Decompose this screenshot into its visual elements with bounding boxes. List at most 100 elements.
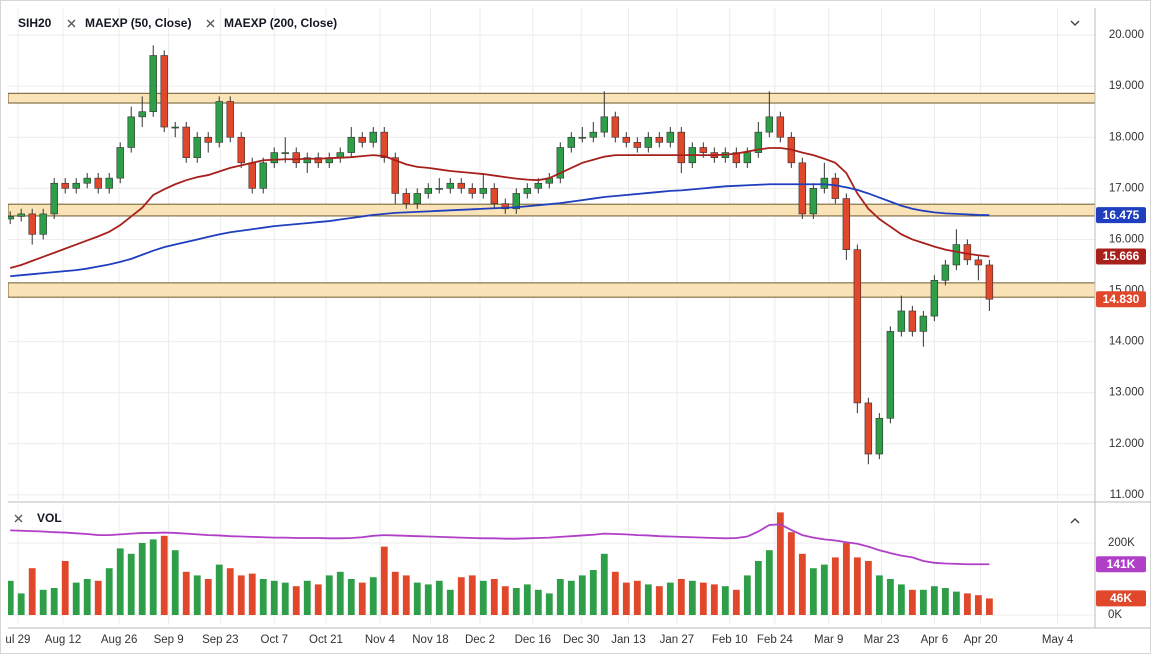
volume-bar bbox=[864, 561, 872, 615]
volume-bar bbox=[787, 532, 795, 615]
candle-body bbox=[699, 147, 708, 153]
candle-body bbox=[193, 136, 201, 158]
expand-button[interactable] bbox=[1070, 518, 1080, 524]
candle-body bbox=[666, 131, 675, 143]
volume-bar bbox=[699, 582, 707, 615]
volume-bar bbox=[556, 579, 564, 615]
candle-body bbox=[292, 152, 300, 164]
candle-body bbox=[589, 131, 598, 138]
volume-bar bbox=[237, 575, 245, 615]
volume-bar bbox=[798, 553, 806, 615]
volume-bar bbox=[754, 561, 762, 615]
candle-body bbox=[28, 213, 36, 235]
volume-bar bbox=[710, 584, 718, 615]
y-tick-label: 16.000 bbox=[1109, 233, 1144, 245]
candle-body bbox=[798, 162, 807, 215]
candle-body bbox=[523, 188, 532, 194]
volume-bar bbox=[457, 577, 465, 615]
volume-bar bbox=[820, 564, 828, 615]
volume-ma-line bbox=[10, 523, 990, 566]
remove-icon[interactable] bbox=[14, 514, 23, 523]
volume-bar bbox=[105, 568, 113, 615]
support-zone bbox=[8, 203, 1095, 217]
y-tick-label: 19.000 bbox=[1109, 80, 1144, 92]
volume-bar bbox=[171, 550, 179, 615]
volume-bar bbox=[193, 575, 201, 615]
candle-body bbox=[369, 131, 377, 143]
candle-body bbox=[875, 417, 884, 455]
support-zone bbox=[8, 282, 1095, 298]
x-tick-label: Mar 23 bbox=[864, 634, 900, 646]
candle-body bbox=[413, 193, 421, 204]
candle-body bbox=[171, 126, 179, 129]
candle-body bbox=[138, 111, 146, 118]
last-close: 14.830 bbox=[1103, 292, 1140, 306]
candle-body bbox=[578, 136, 587, 139]
volume-bar bbox=[479, 580, 487, 615]
candle-body bbox=[347, 136, 355, 153]
candle-body bbox=[974, 259, 983, 266]
volume-bar bbox=[380, 546, 388, 615]
volume-bar bbox=[50, 587, 58, 615]
candle-body bbox=[600, 116, 609, 133]
x-tick-label: Sep 9 bbox=[154, 634, 184, 646]
collapse-button[interactable] bbox=[1070, 20, 1080, 26]
candle-body bbox=[985, 264, 994, 300]
volume-bar bbox=[391, 571, 399, 615]
indicator-label: MAEXP (50, Close) bbox=[85, 16, 191, 30]
volume-bar bbox=[611, 571, 619, 615]
x-tick-label: Aug 12 bbox=[45, 634, 81, 646]
volume-bar bbox=[853, 557, 861, 615]
last-close-box bbox=[1096, 291, 1146, 308]
volume-bar bbox=[875, 575, 883, 615]
x-tick-label: Dec 16 bbox=[515, 634, 551, 646]
candle-body bbox=[622, 136, 631, 143]
candle-body bbox=[765, 116, 774, 133]
candle-body bbox=[259, 162, 267, 189]
candle-body bbox=[534, 182, 543, 189]
volume-bar bbox=[919, 589, 927, 615]
remove-icon[interactable] bbox=[67, 19, 76, 28]
volume-bar bbox=[83, 579, 91, 615]
volume-bar bbox=[908, 589, 916, 615]
volume-bar bbox=[358, 582, 366, 615]
remove-icon[interactable] bbox=[206, 19, 215, 28]
volume-bar bbox=[182, 571, 190, 615]
x-tick-label: Oct 21 bbox=[309, 634, 343, 646]
ma200-line bbox=[10, 183, 990, 278]
candle-body bbox=[567, 136, 576, 148]
volume-bar bbox=[644, 584, 652, 615]
candle-body bbox=[468, 188, 476, 194]
candle-body bbox=[897, 310, 906, 332]
y-tick-label: 13.000 bbox=[1109, 387, 1144, 399]
volume-bar bbox=[732, 589, 740, 615]
x-tick-label: Sep 23 bbox=[202, 634, 238, 646]
volume-bar bbox=[952, 591, 960, 615]
volume-bar bbox=[831, 557, 839, 615]
volume-bar bbox=[765, 550, 773, 615]
volume-bar bbox=[501, 586, 509, 615]
x-tick-label: Dec 30 bbox=[563, 634, 599, 646]
candle-body bbox=[358, 136, 366, 143]
candle-body bbox=[820, 177, 829, 189]
volume-bar bbox=[512, 587, 520, 615]
volume-bar bbox=[600, 553, 608, 615]
candle-body bbox=[512, 193, 521, 210]
volume-bar bbox=[160, 535, 168, 615]
candle-body bbox=[479, 188, 487, 194]
candle-body bbox=[215, 101, 223, 143]
x-tick-label: Apr 20 bbox=[964, 634, 998, 646]
candle-body bbox=[105, 177, 113, 189]
volume-bar bbox=[325, 575, 333, 615]
volume-ma-last: 141K bbox=[1107, 557, 1136, 571]
y-tick-label: 14.000 bbox=[1109, 336, 1144, 348]
candle-body bbox=[424, 188, 432, 194]
volume-bar bbox=[270, 580, 278, 615]
y-tick-label: 12.000 bbox=[1109, 438, 1144, 450]
volume-bar bbox=[248, 573, 256, 615]
volume-bar bbox=[677, 579, 685, 615]
candle-body bbox=[248, 162, 256, 189]
candle-body bbox=[864, 402, 873, 455]
x-tick-label: Dec 2 bbox=[465, 634, 495, 646]
volume-bar bbox=[149, 539, 157, 615]
